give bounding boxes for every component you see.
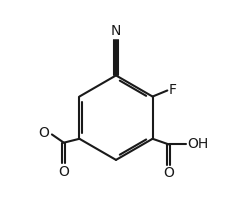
Text: O: O (163, 166, 173, 180)
Text: N: N (110, 24, 121, 38)
Text: O: O (38, 126, 49, 140)
Text: O: O (58, 165, 69, 179)
Text: F: F (168, 83, 176, 97)
Text: OH: OH (186, 137, 207, 152)
